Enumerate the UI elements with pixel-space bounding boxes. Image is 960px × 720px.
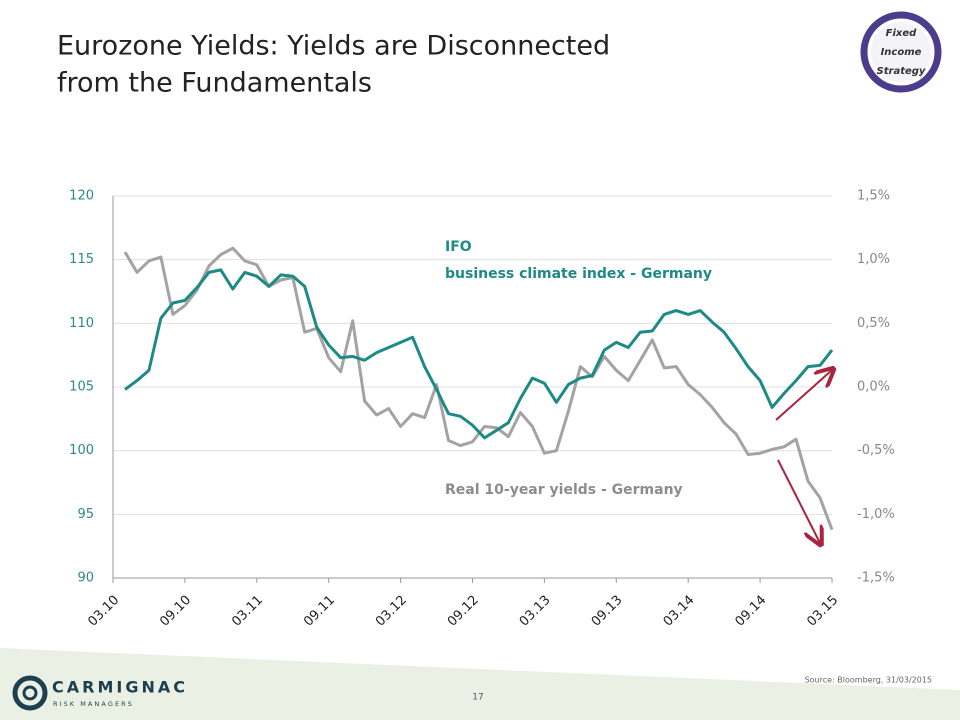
x-tick-label: 03.12 bbox=[373, 593, 410, 630]
slide-title: Eurozone Yields: Yields are Disconnected bbox=[57, 31, 610, 62]
x-tick-label: 09.13 bbox=[589, 593, 626, 630]
y-tick-label: 105 bbox=[69, 380, 94, 395]
y-tick-label: 120 bbox=[69, 189, 94, 204]
y-tick-label: 100 bbox=[69, 443, 94, 458]
x-tick-label: 03.15 bbox=[804, 593, 841, 630]
badge-text: Income bbox=[881, 47, 922, 58]
logo-mark bbox=[22, 685, 38, 701]
y-tick-label: 90 bbox=[77, 571, 94, 586]
x-tick-label: 03.11 bbox=[229, 593, 266, 630]
y2-tick-label: -0,5% bbox=[857, 443, 895, 458]
brand-tagline: R I S K M A N A G E R S bbox=[53, 700, 132, 708]
x-tick-label: 09.10 bbox=[157, 593, 194, 630]
badge-inner bbox=[871, 22, 931, 82]
y-tick-label: 95 bbox=[77, 507, 94, 522]
x-tick-label: 09.14 bbox=[732, 593, 769, 630]
footer-band bbox=[0, 648, 960, 720]
badge: Fixed Income Strategy bbox=[860, 11, 942, 93]
badge-text: Strategy bbox=[877, 66, 926, 77]
x-tick-label: 03.13 bbox=[517, 593, 554, 630]
y2-tick-label: -1,5% bbox=[857, 571, 895, 586]
y2-tick-label: 0,0% bbox=[857, 380, 890, 395]
slide-title: from the Fundamentals bbox=[57, 68, 372, 99]
y2-tick-label: 0,5% bbox=[857, 316, 890, 331]
source: Source: Bloomberg, 31/03/2015 bbox=[805, 676, 932, 685]
chart: 90 95 100 105 110 115 120 -1,5% -1,0% -0,5% 0,0% 0,… bbox=[69, 189, 895, 630]
brand-logo: CARMIGNAC R I S K M A N A G E R S bbox=[12, 675, 188, 711]
x-tick-label: 03.14 bbox=[661, 593, 698, 630]
logo-mark bbox=[12, 675, 48, 711]
arrow bbox=[775, 370, 832, 421]
y-tick-label: 115 bbox=[69, 252, 94, 267]
page-number: 17 bbox=[472, 693, 483, 703]
series-line bbox=[123, 246, 834, 531]
series-line bbox=[124, 268, 834, 440]
x-tick-label: 03.10 bbox=[85, 593, 122, 630]
y2-tick-label: 1,0% bbox=[857, 252, 890, 267]
arrow bbox=[777, 459, 820, 543]
x-tick-label: 09.12 bbox=[445, 593, 482, 630]
y2-tick-label: -1,0% bbox=[857, 507, 895, 522]
y2-tick-label: 1,5% bbox=[857, 189, 890, 204]
x-tick-label: 09.11 bbox=[301, 593, 338, 630]
annotation: Real 10-year yields - Germany bbox=[445, 482, 683, 498]
badge-text: Fixed bbox=[886, 28, 917, 39]
annotation: business climate index - Germany bbox=[445, 266, 712, 282]
brand-name: CARMIGNAC bbox=[52, 678, 188, 697]
y-tick-label: 110 bbox=[69, 316, 94, 331]
annotation: IFO bbox=[445, 239, 472, 255]
